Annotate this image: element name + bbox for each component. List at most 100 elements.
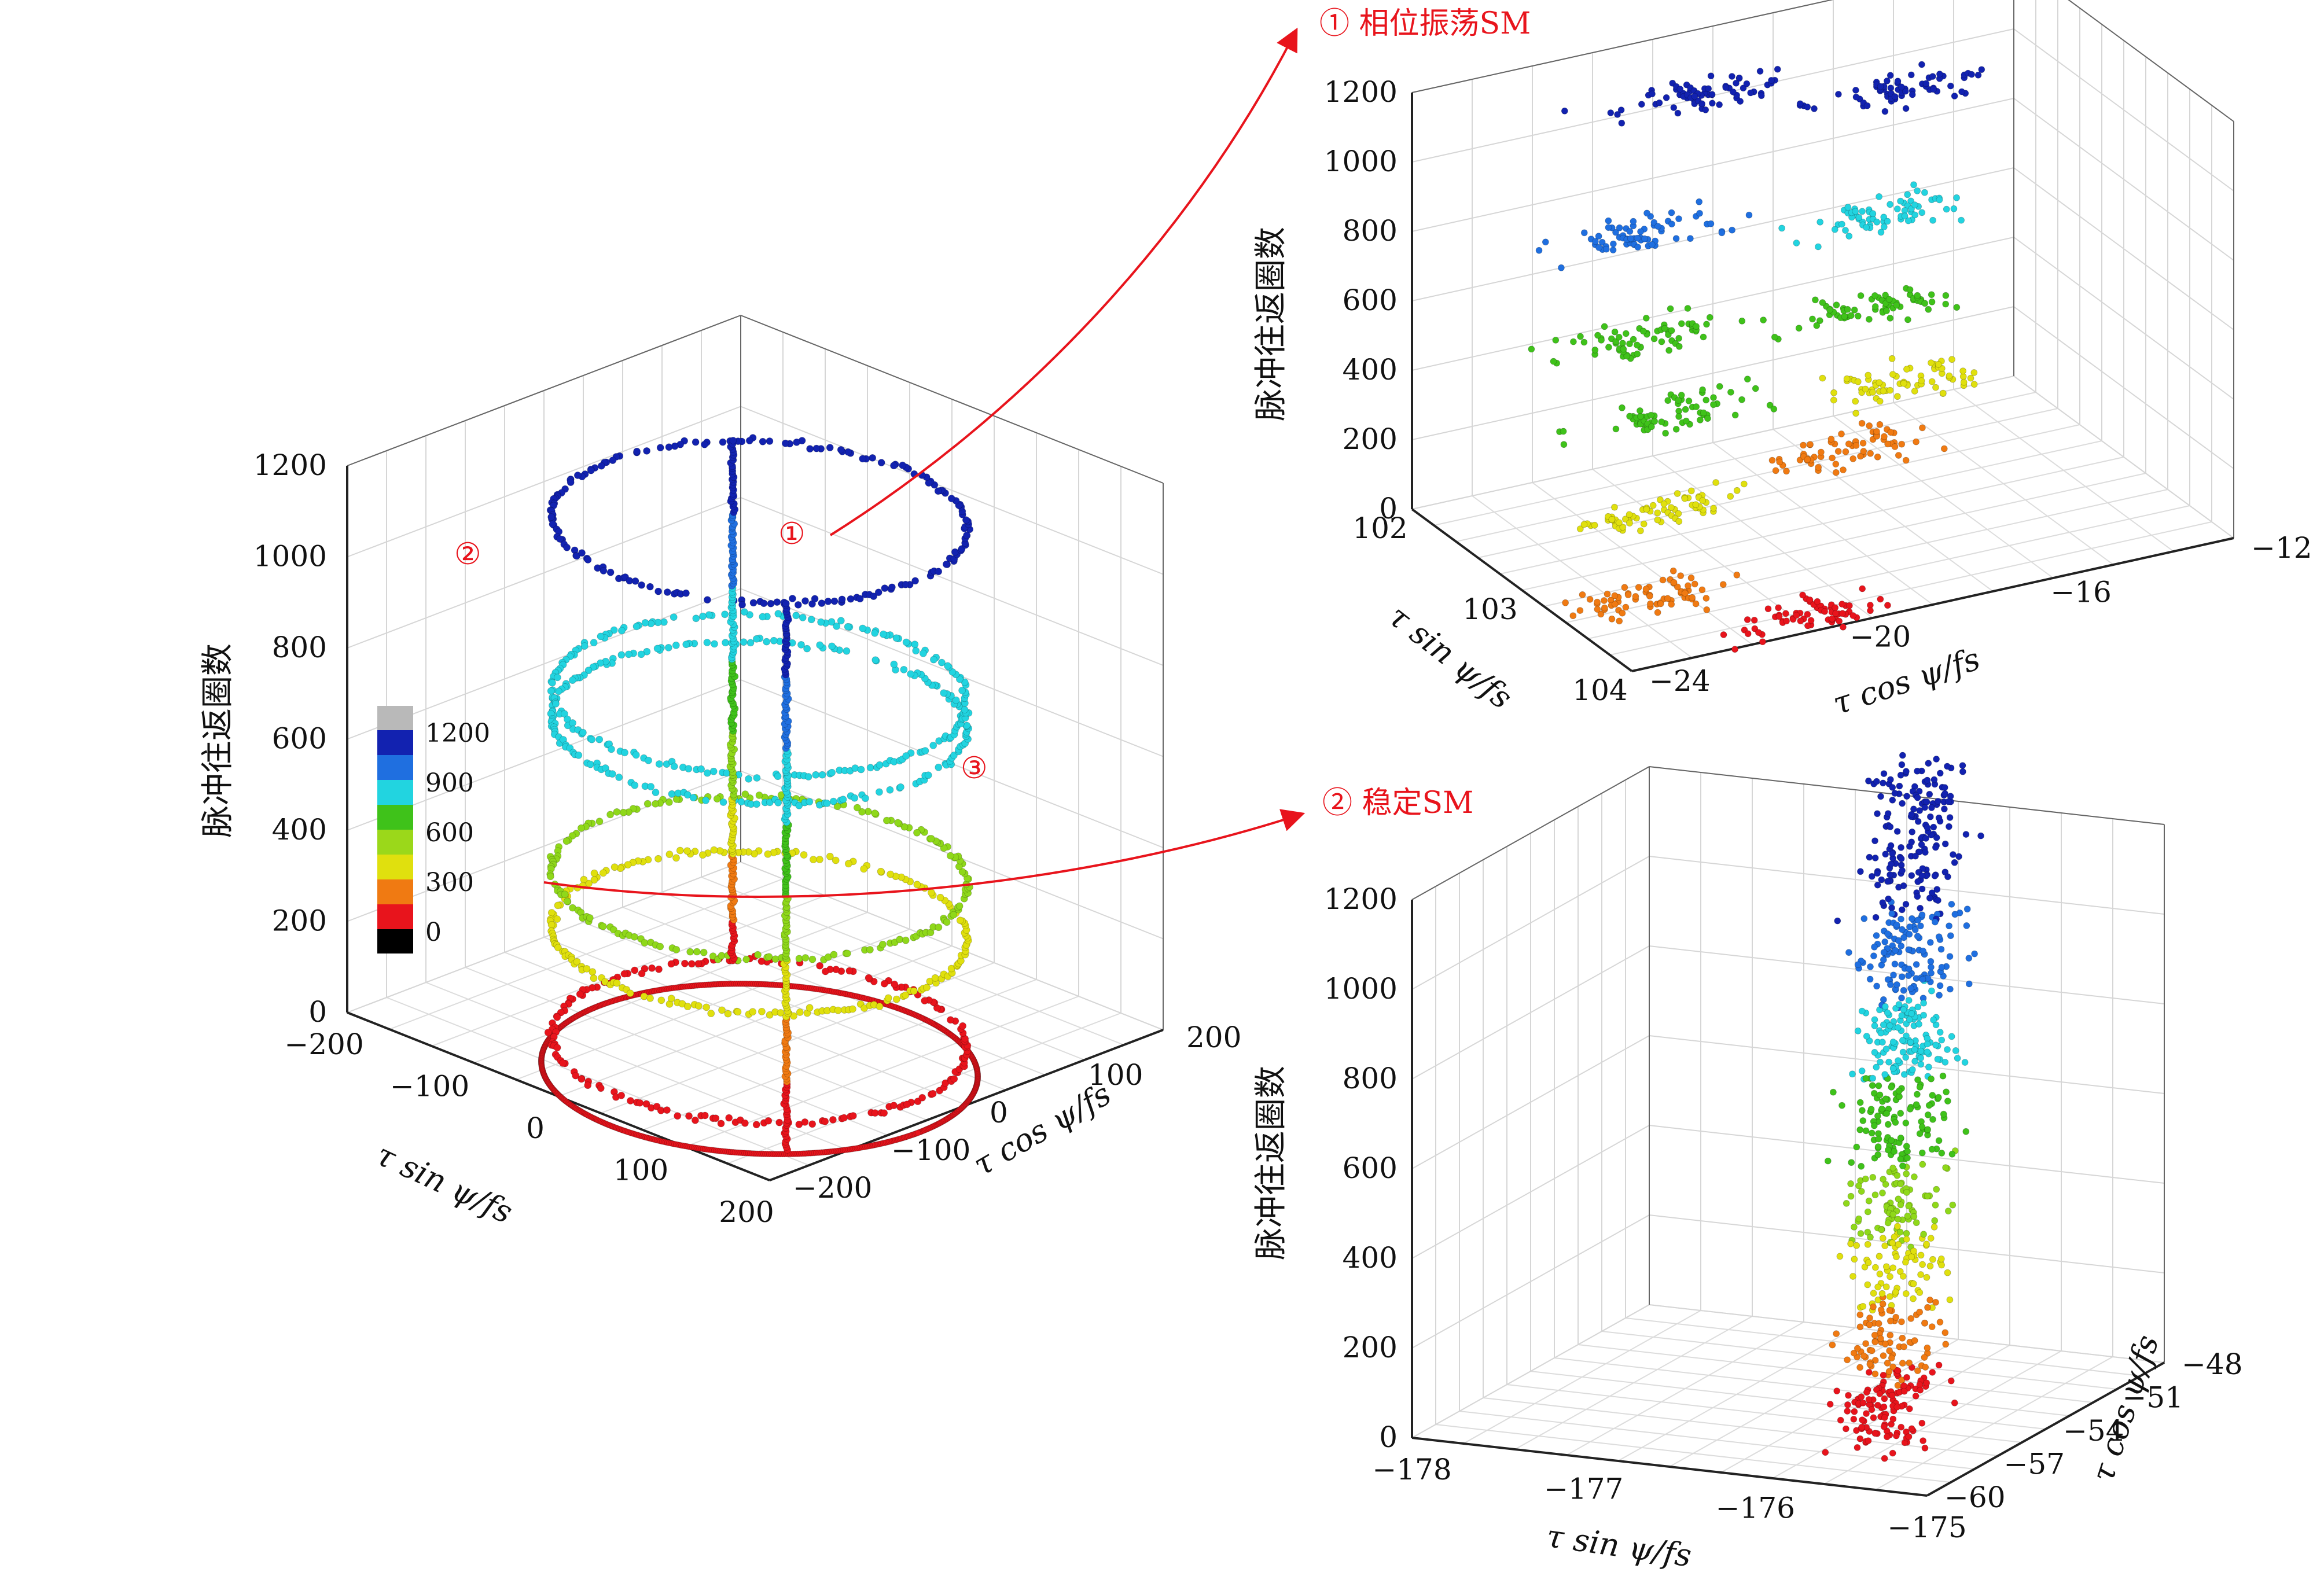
data-point: [844, 623, 852, 631]
data-point: [891, 980, 899, 988]
data-point: [1642, 586, 1650, 592]
main-z-tick: 600: [272, 722, 327, 756]
stable-x-axis-line: [1411, 1437, 1928, 1497]
data-point: [707, 1010, 715, 1017]
data-point: [1876, 1270, 1884, 1278]
data-point: [1959, 367, 1967, 375]
data-point: [652, 800, 659, 808]
data-point: [1702, 396, 1710, 404]
data-point: [1905, 972, 1913, 980]
data-point: [1918, 911, 1926, 919]
main-grid-line: [727, 1013, 1121, 1164]
data-point: [1907, 71, 1915, 79]
data-point: [1904, 316, 1911, 323]
data-point: [665, 851, 674, 858]
data-point: [1829, 1341, 1836, 1349]
data-point: [1830, 396, 1837, 404]
data-point: [1611, 328, 1619, 336]
colorbar-lime: [377, 830, 413, 855]
data-point: [745, 437, 753, 444]
data-point: [1580, 229, 1588, 237]
data-point: [1908, 1253, 1915, 1261]
data-point: [1654, 516, 1661, 524]
data-point: [1733, 571, 1741, 579]
data-point: [1617, 106, 1625, 114]
data-point: [663, 588, 671, 596]
data-point: [1881, 938, 1889, 945]
data-point: [1889, 1039, 1897, 1045]
data-point: [1912, 1392, 1919, 1400]
data-point: [595, 818, 604, 826]
data-point: [1900, 1006, 1907, 1013]
data-point: [1942, 300, 1950, 308]
data-point: [1936, 770, 1944, 777]
data-point: [1611, 503, 1618, 511]
data-point: [1830, 389, 1837, 396]
data-point: [1859, 1399, 1867, 1407]
data-point: [1902, 456, 1910, 464]
data-point: [1869, 1074, 1877, 1082]
data-point: [818, 599, 826, 607]
data-point: [1888, 1391, 1896, 1399]
data-point: [1591, 347, 1599, 354]
data-point: [1804, 611, 1811, 618]
phase-z-tick: 600: [1343, 284, 1398, 317]
data-point: [1634, 244, 1642, 251]
data-point: [1687, 487, 1695, 495]
data-point: [1733, 487, 1741, 494]
data-point: [1838, 1102, 1845, 1109]
data-point: [1940, 805, 1948, 813]
data-point: [1938, 1261, 1946, 1269]
annotation-1: ①: [778, 517, 806, 551]
data-point: [656, 444, 664, 452]
data-point: [1843, 1199, 1850, 1207]
data-point: [1696, 209, 1703, 217]
data-point: [1914, 1003, 1922, 1011]
data-point: [1906, 1405, 1913, 1412]
data-point: [1858, 1067, 1866, 1074]
data-point: [1946, 1296, 1954, 1304]
data-point: [665, 798, 673, 806]
data-point: [900, 666, 908, 673]
data-point: [599, 869, 607, 877]
data-point: [1859, 1117, 1867, 1124]
data-point: [1648, 411, 1655, 419]
data-point: [774, 798, 782, 807]
data-point: [1936, 1319, 1944, 1326]
data-point: [597, 462, 605, 470]
data-point: [546, 872, 554, 881]
data-point: [1909, 1066, 1916, 1073]
data-point: [1696, 198, 1703, 205]
data-point: [725, 1114, 733, 1122]
data-point: [1795, 325, 1803, 332]
stable-xlabel: τ sin ψ/fs: [1544, 1518, 1694, 1572]
main-x-tick: 100: [613, 1154, 668, 1187]
main-pane-edge: [347, 315, 741, 466]
data-point: [611, 863, 619, 871]
data-point: [1895, 1001, 1903, 1008]
data-point: [1576, 607, 1584, 614]
data-point: [626, 989, 634, 997]
data-point: [1854, 1345, 1861, 1352]
colorbar-label-1200: 1200: [425, 719, 490, 748]
data-point: [1819, 299, 1826, 306]
data-point: [1891, 1234, 1898, 1240]
data-point: [1898, 906, 1906, 914]
data-point: [633, 623, 641, 631]
data-point: [1557, 264, 1565, 271]
data-point: [718, 952, 726, 960]
data-point: [1844, 204, 1852, 211]
data-point: [704, 596, 711, 604]
data-point: [589, 968, 597, 976]
data-point: [1654, 609, 1661, 616]
data-point: [703, 639, 711, 646]
colorbar-gray: [377, 706, 413, 730]
data-point: [682, 589, 690, 597]
data-point: [1844, 305, 1851, 313]
data-point: [654, 855, 662, 863]
data-point: [1591, 238, 1599, 245]
data-point: [1965, 955, 1973, 962]
data-point: [812, 444, 821, 452]
data-point: [872, 656, 880, 664]
data-point: [1894, 1382, 1902, 1389]
